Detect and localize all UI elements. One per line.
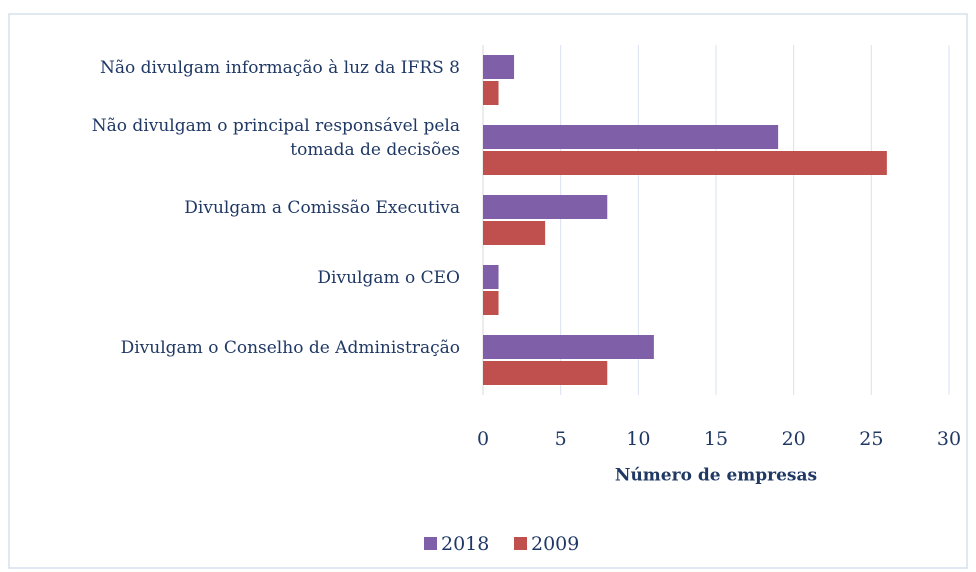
bar [483,125,779,149]
legend-swatch [424,537,437,550]
y-tick-label: Não divulgam informação à luz da IFRS 8 [100,58,460,78]
bar [483,55,515,79]
y-tick-label-line: Divulgam a Comissão Executiva [184,198,460,218]
x-tick-label: 20 [782,428,806,450]
x-tick-label: 0 [477,428,489,450]
bar [483,265,499,289]
y-tick-label: Não divulgam o principal responsável pel… [92,116,460,160]
y-tick-label-line: tomada de decisões [290,140,460,160]
legend-swatch [514,537,527,550]
y-tick-label: Divulgam a Comissão Executiva [184,198,460,218]
y-tick-label: Divulgam o CEO [317,268,460,288]
x-tick-label: 30 [937,428,961,450]
y-tick-label-line: Divulgam o CEO [317,268,460,288]
x-axis-title: Número de empresas [615,466,817,486]
bar [483,195,608,219]
bar [483,361,608,385]
bar [483,335,654,359]
y-tick-label-line: Divulgam o Conselho de Administração [121,338,460,358]
legend-label: 2009 [531,533,579,555]
y-tick-label-line: Não divulgam o principal responsável pel… [92,116,460,136]
bar [483,151,887,175]
y-tick-label-line: Não divulgam informação à luz da IFRS 8 [100,58,460,78]
x-tick-label: 5 [555,428,567,450]
x-tick-label: 25 [859,428,883,450]
bar [483,221,546,245]
bar [483,81,499,105]
x-tick-label: 10 [626,428,650,450]
y-tick-label: Divulgam o Conselho de Administração [121,338,460,358]
legend-label: 2018 [441,533,489,555]
x-tick-label: 15 [704,428,728,450]
bar [483,291,499,315]
